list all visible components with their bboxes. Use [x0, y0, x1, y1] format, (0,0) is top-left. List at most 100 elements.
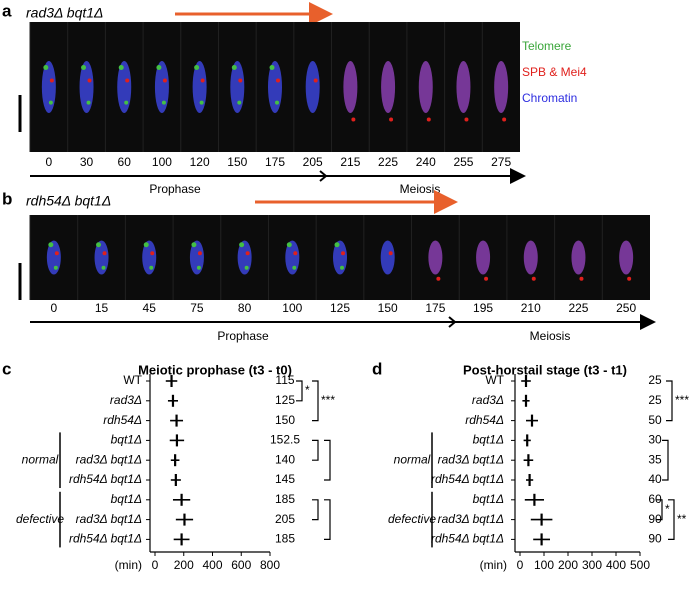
- time-label: 30: [80, 155, 94, 169]
- nucleus: [381, 61, 396, 113]
- category-label: WT: [123, 373, 142, 387]
- x-tick-label: 600: [231, 558, 251, 572]
- category-label: rdh54Δ bqt1Δ: [69, 472, 142, 486]
- significance-bracket: [668, 499, 675, 540]
- telomere: [48, 242, 54, 248]
- spb: [341, 251, 345, 256]
- time-label: 240: [416, 155, 436, 169]
- category-label: bqt1Δ: [111, 492, 142, 506]
- category-label: rad3Δ: [472, 393, 504, 407]
- significance-label: *: [305, 383, 310, 397]
- telomere: [194, 65, 200, 70]
- time-label: 60: [118, 155, 132, 169]
- time-label: 250: [616, 301, 636, 315]
- stage-divider: [448, 321, 456, 328]
- telomere: [191, 242, 197, 248]
- median-label: 90: [648, 512, 662, 526]
- spb: [125, 78, 130, 83]
- nucleus: [268, 61, 282, 113]
- telomere: [101, 265, 106, 270]
- x-axis-label: (min): [480, 558, 507, 572]
- legend-entry: SPB & Mei4: [522, 65, 587, 79]
- stage-label: Meiosis: [400, 182, 441, 196]
- spb: [389, 117, 394, 122]
- median-label: 25: [648, 393, 662, 407]
- significance-bracket: [662, 439, 669, 481]
- spb: [579, 276, 584, 281]
- spb: [150, 251, 155, 256]
- time-label: 125: [330, 301, 350, 315]
- category-label: bqt1Δ: [473, 492, 504, 506]
- significance-bracket: [296, 380, 303, 402]
- nucleus: [456, 61, 471, 113]
- legend-entry: Chromatin: [522, 91, 577, 105]
- median-label: 60: [648, 492, 662, 506]
- chart-title: Meiotic prophase (t3 - t0): [138, 362, 292, 377]
- time-label: 0: [46, 155, 53, 169]
- time-label: 100: [282, 301, 302, 315]
- nucleus: [79, 61, 94, 113]
- category-label: bqt1Δ: [473, 433, 504, 447]
- x-tick-label: 400: [202, 558, 222, 572]
- median-label: 140: [275, 452, 295, 466]
- telomere: [161, 100, 166, 105]
- telomere: [199, 100, 204, 105]
- telomere: [334, 242, 340, 248]
- median-label: 205: [275, 512, 295, 526]
- group-label: defective: [388, 512, 436, 526]
- stage-label: Prophase: [217, 329, 269, 343]
- median-label: 115: [275, 373, 294, 387]
- spb: [238, 78, 243, 83]
- x-tick-label: 400: [606, 558, 626, 572]
- time-label: 175: [265, 155, 285, 169]
- category-label: rad3Δ bqt1Δ: [438, 452, 504, 466]
- spb: [464, 117, 469, 122]
- significance-label: *: [665, 502, 670, 516]
- time-label: 225: [568, 301, 588, 315]
- panel-label: b: [2, 189, 12, 208]
- time-label: 150: [378, 301, 398, 315]
- spb: [54, 251, 59, 256]
- significance-label: ***: [321, 393, 335, 407]
- panel-label: c: [2, 359, 11, 378]
- time-label: 275: [491, 155, 511, 169]
- telomere: [86, 100, 91, 105]
- time-label: 150: [227, 155, 247, 169]
- telomere: [53, 265, 58, 270]
- spb: [162, 78, 167, 83]
- spb: [245, 251, 250, 256]
- nucleus: [428, 240, 443, 275]
- nucleus: [117, 61, 132, 113]
- category-label: rdh54Δ bqt1Δ: [431, 532, 504, 546]
- spb: [293, 251, 298, 256]
- nucleus: [494, 61, 509, 113]
- significance-bracket: [312, 439, 319, 461]
- telomere: [118, 65, 124, 70]
- telomere: [156, 65, 162, 70]
- x-tick-label: 0: [152, 558, 159, 572]
- telomere: [124, 100, 129, 105]
- spb: [426, 117, 431, 122]
- time-label: 45: [143, 301, 157, 315]
- x-tick-label: 800: [260, 558, 280, 572]
- nucleus: [41, 61, 56, 113]
- nucleus: [46, 240, 61, 275]
- x-tick-label: 300: [582, 558, 602, 572]
- nucleus: [237, 240, 252, 275]
- x-axis-label: (min): [115, 558, 142, 572]
- panel-label: d: [372, 359, 382, 378]
- nucleus: [476, 240, 491, 275]
- stage-label: Meiosis: [530, 329, 571, 343]
- panel-label: a: [2, 1, 12, 20]
- telomere: [340, 265, 344, 270]
- time-label: 120: [190, 155, 210, 169]
- stage-divider: [319, 170, 327, 177]
- telomere: [292, 265, 297, 270]
- spb: [502, 117, 507, 122]
- telomere: [96, 242, 102, 248]
- spb: [87, 78, 92, 83]
- significance-label: ***: [675, 393, 689, 407]
- nucleus: [418, 61, 433, 113]
- time-label: 100: [152, 155, 172, 169]
